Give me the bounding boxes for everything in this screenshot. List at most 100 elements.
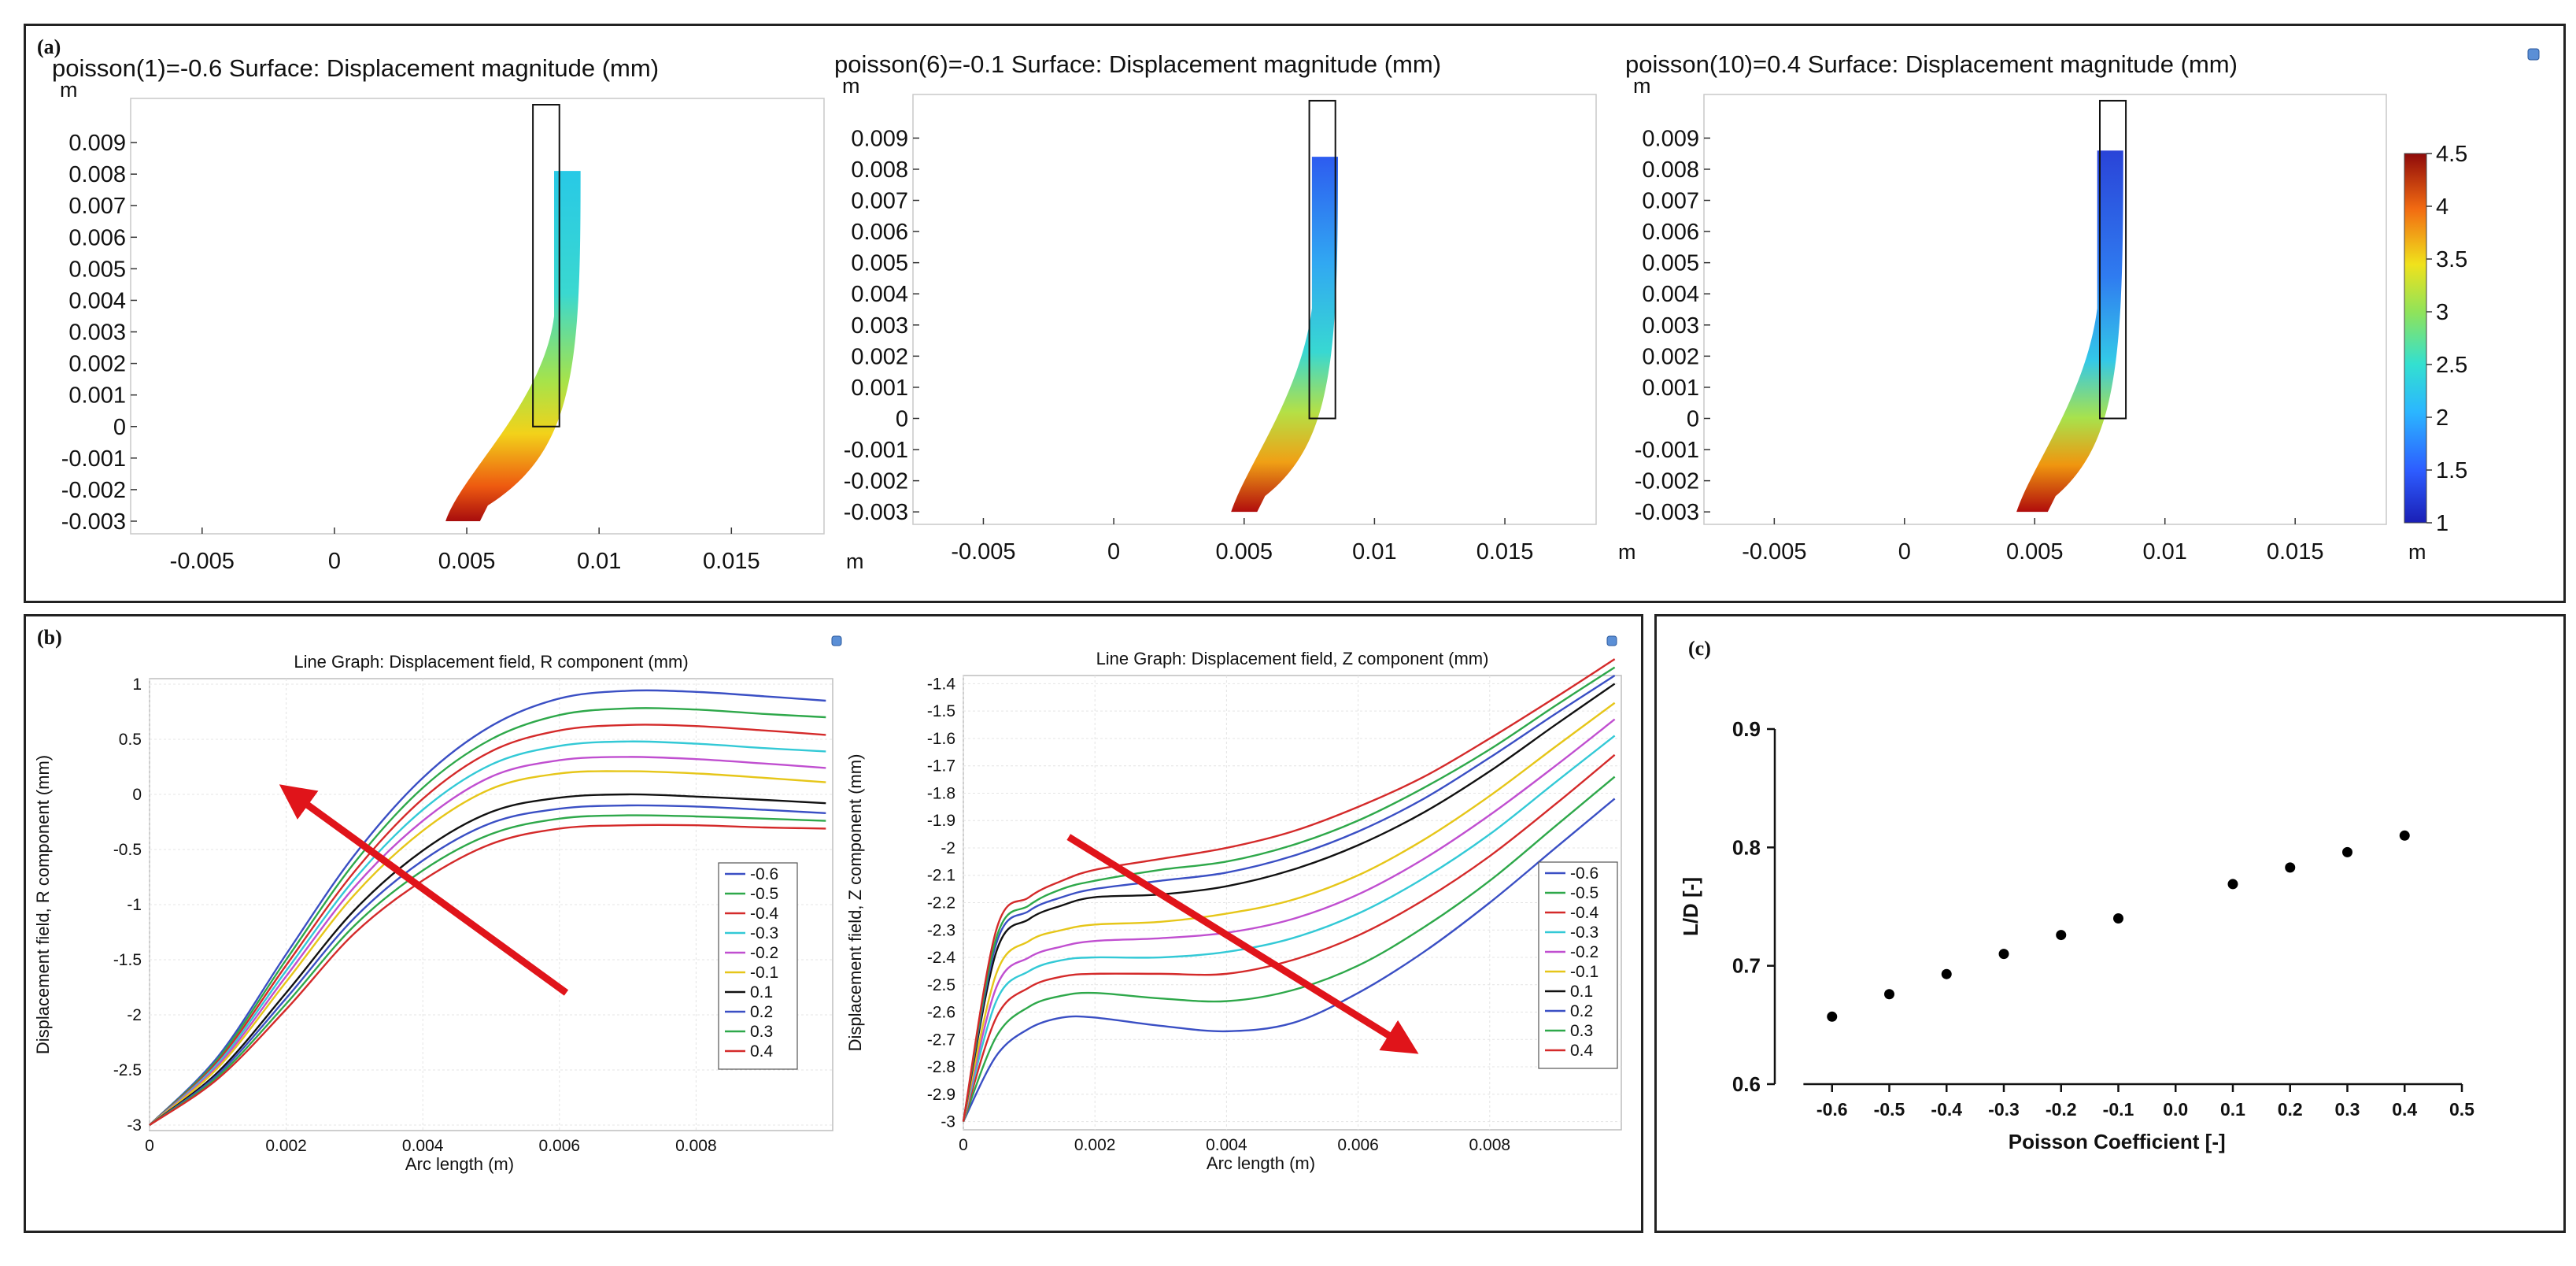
legend-entry: -0.5 (750, 885, 778, 903)
colorbar-tick-label: 4.5 (2436, 142, 2467, 167)
y-tick-label: -1.9 (927, 812, 955, 830)
legend-entry: -0.6 (1570, 864, 1598, 883)
x-tick-label: 0.006 (1337, 1136, 1379, 1154)
x-tick-label: -0.2 (2046, 1099, 2077, 1120)
panel-icon (1606, 635, 1617, 646)
y-tick-label: -2 (127, 1006, 142, 1024)
data-point (1941, 968, 1952, 979)
legend-entry: -0.4 (1570, 904, 1599, 922)
y-tick-label: 0.004 (851, 282, 908, 307)
data-point (2342, 846, 2352, 857)
x-unit-label: m (846, 550, 864, 573)
panel-icon (2527, 48, 2540, 61)
y-tick-label: 0.003 (68, 320, 126, 346)
undeformed-outline (532, 104, 560, 428)
series-line-0.2 (962, 674, 1616, 1122)
y-tick-label: -0.003 (61, 509, 126, 535)
deformed-body (445, 171, 581, 521)
line-graph-b2: Line Graph: Displacement field, Z compon… (845, 649, 1622, 1173)
y-unit-label: m (842, 74, 860, 98)
x-tick-label: 0.005 (438, 549, 496, 574)
y-tick-label: -1.8 (927, 784, 955, 802)
x-tick-label: 0.01 (1352, 539, 1396, 565)
colorbar: 4.5 4 3.5 3 2.5 2 1.5 1 (2404, 142, 2467, 536)
panel-icon (831, 635, 842, 646)
surface-plot-a3: poisson(10)=0.4 Surface: Displacement ma… (1625, 50, 2426, 565)
x-tick-label: 0.2 (2278, 1099, 2303, 1120)
y-tick-label: -2.3 (927, 921, 955, 939)
series-line-0.2 (149, 804, 826, 1126)
x-tick-label: 0.015 (1476, 539, 1534, 565)
legend-entry: -0.2 (1570, 943, 1598, 961)
legend-entry: -0.1 (750, 964, 778, 982)
series-line--0.2 (149, 756, 826, 1126)
y-tick-label: -0.002 (1635, 469, 1699, 494)
y-tick-label: -2.5 (927, 976, 955, 994)
x-tick-label: -0.3 (1988, 1099, 2020, 1120)
x-tick-label: 0.015 (2267, 539, 2324, 565)
y-tick-label: 0 (132, 786, 142, 804)
y-tick-label: -0.001 (844, 438, 908, 463)
y-tick-label: -2.4 (927, 949, 956, 967)
y-tick-label: -3 (127, 1116, 142, 1135)
legend-entry: 0.4 (750, 1042, 774, 1061)
surface-plot-a2: poisson(6)=-0.1 Surface: Displacement ma… (834, 50, 1636, 565)
y-tick-label: -2.5 (113, 1061, 142, 1079)
y-tick-label: -1.6 (927, 730, 955, 748)
data-point (2227, 879, 2238, 890)
undeformed-outline (1308, 99, 1336, 420)
panel-c: (c) (1654, 614, 2566, 1233)
y-tick-label: -2.6 (927, 1004, 955, 1022)
series-line-0.3 (149, 814, 826, 1126)
undeformed-outline (2098, 99, 2127, 420)
surface-plot-a1: poisson(1)=-0.6 Surface: Displacement ma… (52, 54, 864, 574)
y-tick-label: -1.7 (927, 757, 955, 776)
y-tick-label: 0 (113, 415, 126, 440)
x-tick-label: 0 (328, 549, 341, 574)
x-tick-label: -0.1 (2103, 1099, 2134, 1120)
colorbar-tick-label: 1.5 (2436, 458, 2467, 483)
y-axis-label: Displacement field, R component (mm) (33, 755, 53, 1054)
series-line--0.1 (149, 770, 826, 1126)
plot-frame (130, 98, 825, 535)
legend-entry: 0.1 (1570, 983, 1593, 1001)
panel-b-label: (b) (37, 626, 62, 649)
y-tick-label: 0 (896, 406, 908, 431)
y-tick-label: -0.5 (113, 841, 142, 859)
plot-frame (912, 94, 1597, 525)
y-tick-label: 0.5 (119, 731, 142, 749)
x-tick-label: -0.005 (951, 539, 1015, 565)
plot-title: Line Graph: Displacement field, Z compon… (1096, 649, 1489, 668)
legend-entry: 0.3 (750, 1023, 773, 1041)
x-tick-label: 0.01 (2142, 539, 2186, 565)
plot-title: poisson(1)=-0.6 Surface: Displacement ma… (52, 54, 659, 82)
data-point (2285, 862, 2296, 873)
colorbar-tick-label: 4 (2436, 194, 2448, 220)
legend-entry: 0.1 (750, 983, 773, 1001)
line-graph-b1: Line Graph: Displacement field, R compon… (33, 652, 833, 1174)
plot-title: poisson(10)=0.4 Surface: Displacement ma… (1625, 50, 2238, 78)
x-unit-label: m (1618, 540, 1636, 564)
legend: -0.6-0.5 -0.4 -0.3-0.2 -0.1 0.10.2 0.3 0.4 (1538, 861, 1618, 1069)
x-tick-label: 0 (145, 1137, 154, 1155)
panel-a-plots: poisson(1)=-0.6 Surface: Displacement ma… (52, 48, 2540, 646)
legend-box (718, 862, 798, 1070)
x-tick-label: -0.5 (1874, 1099, 1905, 1120)
x-tick-label: 0.008 (1469, 1136, 1511, 1154)
series-line--0.3 (149, 740, 826, 1126)
y-unit-label: m (1633, 74, 1651, 98)
trend-arrow (279, 784, 569, 996)
legend-entry: -0.1 (1570, 963, 1598, 981)
y-tick-label: -2.7 (927, 1031, 955, 1049)
y-tick-label: 0.005 (851, 251, 908, 276)
y-tick-label: 0.009 (1642, 126, 1699, 151)
x-tick-label: 0.1 (2220, 1099, 2245, 1120)
legend-entry: -0.5 (1570, 884, 1598, 902)
x-axis-label: Poisson Coefficient [-] (2009, 1130, 2226, 1153)
series-line-0.1 (149, 793, 826, 1126)
y-tick-label: -1.4 (927, 675, 956, 693)
y-tick-label: -3 (941, 1113, 955, 1131)
data-point (2056, 930, 2067, 941)
colorbar-gradient (2404, 153, 2427, 524)
